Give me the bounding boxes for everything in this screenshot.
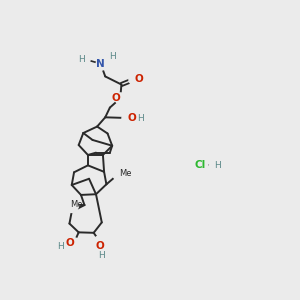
Text: H: H xyxy=(98,251,105,260)
Text: O: O xyxy=(134,74,143,84)
Text: H: H xyxy=(109,52,116,61)
Text: H: H xyxy=(57,242,64,251)
Text: H: H xyxy=(78,55,85,64)
Text: O: O xyxy=(112,93,120,103)
Text: O: O xyxy=(65,238,74,248)
Text: H: H xyxy=(138,113,144,122)
Text: Me: Me xyxy=(119,169,132,178)
Text: N: N xyxy=(96,59,105,69)
Text: Me: Me xyxy=(70,200,83,209)
Text: O: O xyxy=(95,241,104,251)
Text: H: H xyxy=(214,161,220,170)
Text: O: O xyxy=(127,113,136,123)
Text: Cl: Cl xyxy=(194,160,206,170)
